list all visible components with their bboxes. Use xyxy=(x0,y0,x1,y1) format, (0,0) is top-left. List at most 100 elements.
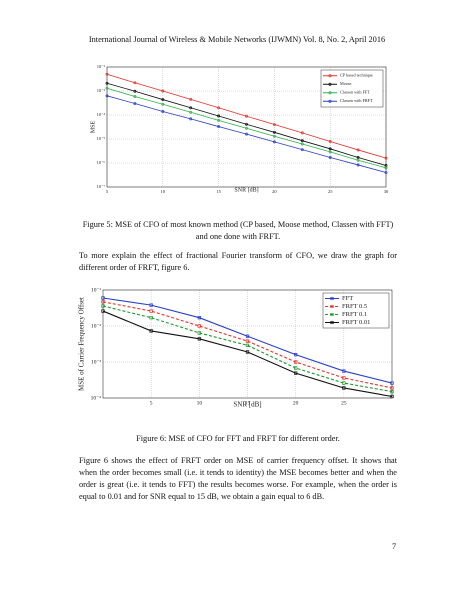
marker xyxy=(101,296,105,300)
marker xyxy=(356,163,360,167)
marker xyxy=(105,86,109,90)
marker xyxy=(330,304,334,309)
marker xyxy=(105,81,109,85)
marker xyxy=(294,366,298,370)
series-line xyxy=(106,95,387,173)
x-tick-label: 5 xyxy=(106,189,109,194)
y-tick-label: 10⁻⁶ xyxy=(97,160,106,165)
marker xyxy=(294,360,298,364)
legend-label: FRFT 0.01 xyxy=(342,319,370,326)
paragraph: Figure 6 shows the effect of FRFT order … xyxy=(79,456,397,501)
marker xyxy=(101,300,105,304)
y-tick-label: 10⁻² xyxy=(91,323,101,329)
marker xyxy=(328,74,332,78)
y-tick-label: 10⁻¹ xyxy=(91,287,101,293)
marker xyxy=(390,381,394,385)
legend-label: FFT xyxy=(342,295,353,302)
series-line xyxy=(102,297,393,384)
marker xyxy=(133,81,137,85)
marker xyxy=(197,337,201,341)
marker xyxy=(189,117,193,121)
legend-label: FRFT 0.5 xyxy=(342,303,367,310)
marker xyxy=(300,131,304,135)
legend-label: Classen with FFT xyxy=(340,90,370,95)
marker xyxy=(330,296,334,301)
y-tick-label: 10⁻² xyxy=(97,64,106,69)
legend-label: FRFT 0.1 xyxy=(342,311,367,318)
marker xyxy=(217,114,221,118)
marker xyxy=(330,320,334,325)
figure-caption: Figure 6: MSE of CFO for FFT and FRFT fo… xyxy=(136,434,340,443)
paragraph: To more explain the effect of fractional… xyxy=(79,251,397,272)
plot-frame xyxy=(102,289,393,399)
marker xyxy=(272,130,276,134)
running-header: International Journal of Wireless & Mobi… xyxy=(88,35,386,44)
marker xyxy=(328,82,332,86)
marker xyxy=(384,166,388,170)
marker xyxy=(245,122,248,126)
x-tick-label: 15 xyxy=(245,400,251,406)
marker xyxy=(294,371,298,375)
marker xyxy=(328,147,332,151)
y-tick-label: 10⁻⁵ xyxy=(97,136,106,141)
marker xyxy=(384,171,388,175)
x-tick-label: 10 xyxy=(197,400,203,406)
marker xyxy=(328,99,332,103)
marker xyxy=(356,158,360,162)
series-line xyxy=(106,87,387,169)
y-axis-label: MSE xyxy=(90,121,96,134)
marker xyxy=(245,132,248,136)
marker xyxy=(272,140,276,144)
marker xyxy=(197,316,201,320)
y-tick-label: 10⁻⁴ xyxy=(91,395,101,401)
x-tick-label: 30 xyxy=(384,189,389,194)
y-tick-label: 10⁻³ xyxy=(97,88,106,93)
marker xyxy=(272,134,276,138)
marker xyxy=(133,102,137,105)
marker xyxy=(101,309,105,313)
marker xyxy=(342,381,346,385)
marker xyxy=(161,98,165,102)
x-tick-label: 20 xyxy=(293,400,299,406)
x-tick-label: 20 xyxy=(272,189,277,194)
marker xyxy=(197,331,201,335)
legend-label: Moose xyxy=(340,81,352,86)
marker xyxy=(390,390,394,394)
marker xyxy=(272,123,276,127)
marker xyxy=(217,118,221,122)
marker xyxy=(245,339,250,343)
marker xyxy=(161,110,165,113)
figure-caption: Figure 5: MSE of CFO of most known metho… xyxy=(82,220,394,241)
marker xyxy=(245,126,248,130)
x-axis-label: SNR [dB] xyxy=(233,401,261,409)
series-line xyxy=(102,310,393,398)
series-line xyxy=(106,82,387,166)
series-line xyxy=(106,73,387,159)
marker xyxy=(356,148,360,152)
marker xyxy=(197,324,201,328)
marker xyxy=(189,110,193,114)
marker xyxy=(328,150,332,154)
x-tick-label: 15 xyxy=(216,189,221,194)
marker xyxy=(342,376,346,380)
x-tick-label: 5 xyxy=(150,400,153,406)
y-tick-label: 10⁻⁴ xyxy=(97,112,106,117)
marker xyxy=(245,343,250,348)
marker xyxy=(101,304,105,308)
marker xyxy=(328,156,332,159)
marker xyxy=(133,95,137,98)
y-tick-label: 10⁻³ xyxy=(91,359,101,365)
marker xyxy=(300,139,304,143)
marker xyxy=(245,114,248,118)
marker xyxy=(149,329,153,333)
x-tick-label: 25 xyxy=(341,400,347,406)
marker xyxy=(245,334,250,338)
marker xyxy=(149,316,153,320)
figure-6-chart: 10⁻¹ 10⁻² 10⁻³ 10⁻⁴ 5 10 15 20 25 SNR [dB] MSE of … xyxy=(78,287,394,409)
x-axis-label: SNR [dB] xyxy=(234,187,258,193)
marker xyxy=(328,91,332,95)
marker xyxy=(133,89,137,93)
page-number: 7 xyxy=(392,542,397,551)
y-tick-label: 10⁻⁷ xyxy=(97,184,106,189)
marker xyxy=(390,394,394,399)
